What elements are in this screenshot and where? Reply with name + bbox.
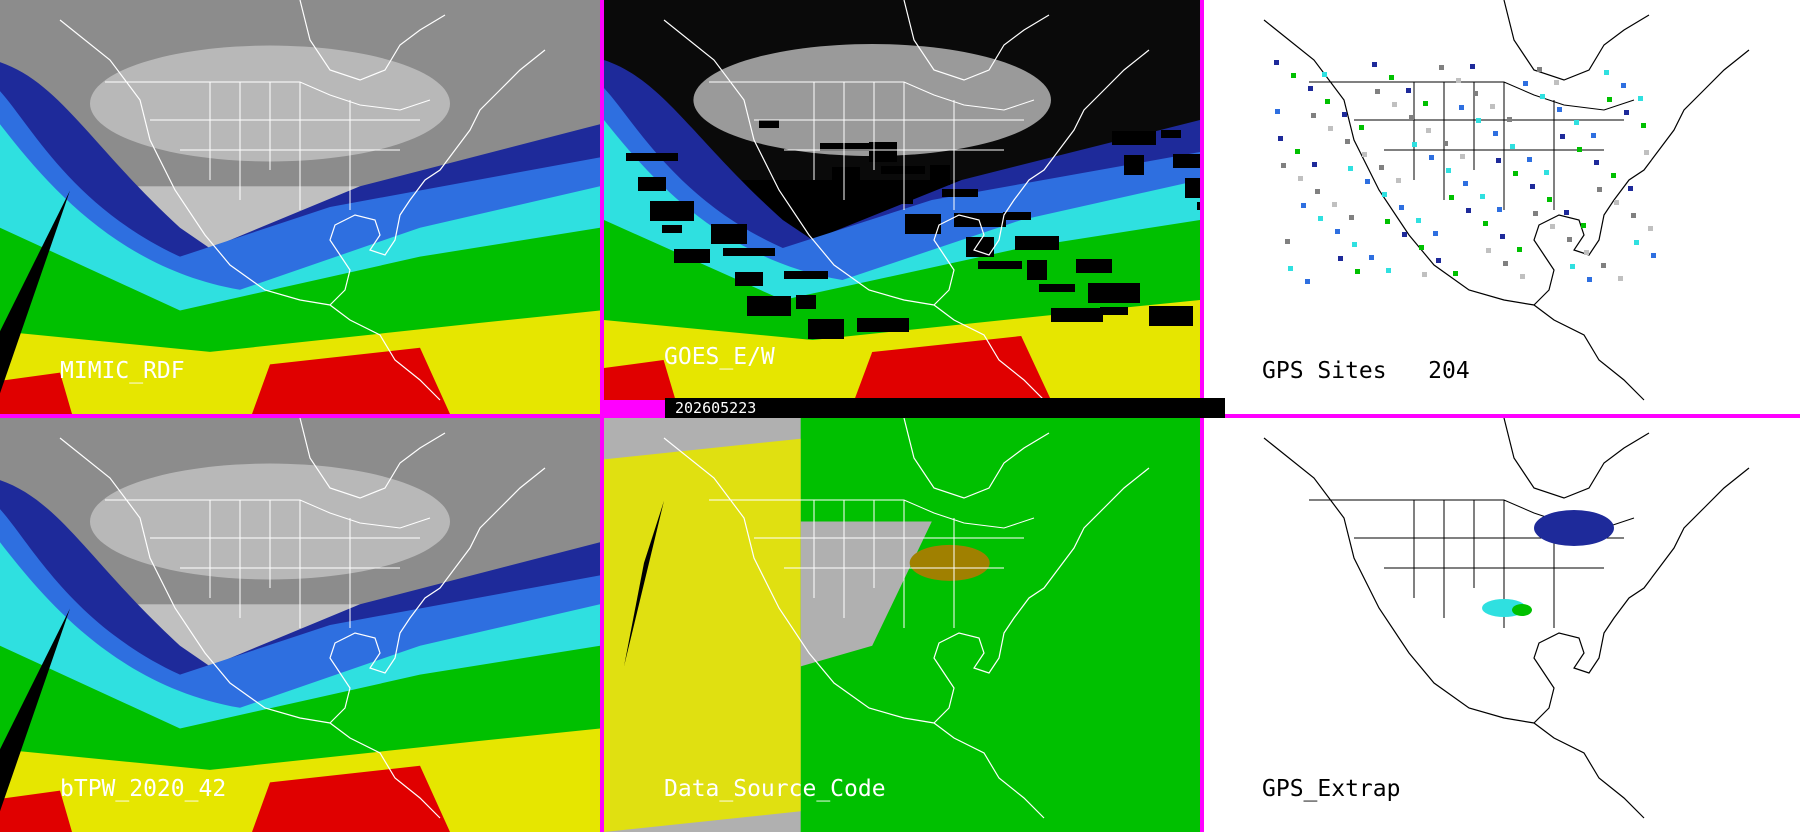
panel-label-data-source: Data_Source_Code (664, 776, 886, 802)
panel-btpw: bTPW_2020_42 (0, 418, 600, 832)
tpw-map-goes (604, 0, 1200, 400)
panel-gps-sites: GPS Sites 204 (1204, 0, 1800, 414)
panel-gps-extrap: GPS_Extrap (1204, 418, 1800, 832)
data-source-map (604, 418, 1200, 832)
panel-label-mimic-rdf: MIMIC_RDF (60, 358, 185, 384)
panel-label-gps-sites: GPS Sites 204 (1262, 358, 1470, 384)
timestamp-bar: 202605223 (665, 398, 1225, 418)
tpw-map-mimic (0, 0, 600, 414)
gps-extrap-map (1263, 418, 1750, 819)
tpw-map-btpw (0, 418, 600, 832)
panel-mimic-rdf: MIMIC_RDF (0, 0, 600, 414)
panel-data-source: Data_Source_Code (604, 418, 1200, 832)
gps-sites-map (1263, 0, 1750, 401)
panel-label-gps-extrap: GPS_Extrap (1262, 776, 1401, 802)
panel-goes-ew: GOES_E/W (604, 0, 1200, 400)
panel-label-goes-ew: GOES_E/W (664, 344, 775, 370)
panel-label-btpw: bTPW_2020_42 (60, 776, 227, 802)
